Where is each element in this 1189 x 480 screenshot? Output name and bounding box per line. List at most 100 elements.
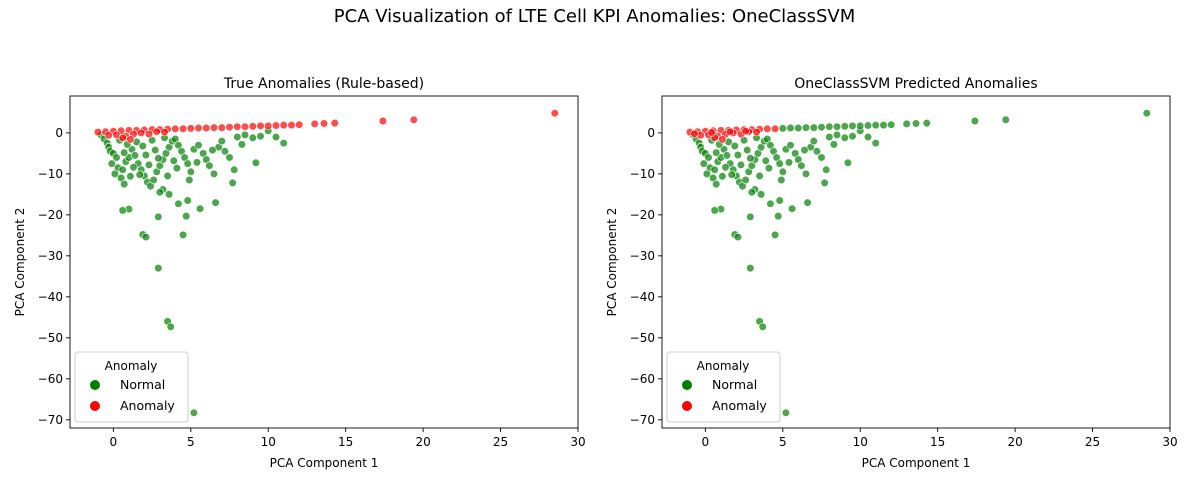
y-tick-label: −40	[38, 290, 63, 304]
data-point-normal	[825, 132, 834, 142]
data-point-normal	[755, 171, 764, 180]
data-point-normal	[770, 230, 780, 239]
legend-marker-normal	[90, 380, 100, 390]
data-point-normal	[155, 188, 164, 197]
data-point-normal	[186, 167, 195, 176]
data-point-normal	[225, 153, 234, 162]
data-point-normal	[154, 264, 163, 273]
data-point-normal	[887, 120, 896, 129]
data-point-normal	[764, 164, 774, 173]
data-point-normal	[130, 151, 140, 160]
data-point-normal	[185, 175, 194, 185]
data-point-normal	[704, 153, 713, 162]
data-point-normal	[747, 188, 756, 197]
data-point-normal	[144, 160, 154, 169]
data-point-normal	[727, 170, 736, 179]
data-point-normal	[778, 124, 787, 133]
y-tick-label: −50	[38, 331, 63, 345]
data-point-normal	[110, 169, 119, 178]
data-point-normal	[825, 122, 834, 131]
data-point-anomaly	[93, 128, 102, 137]
data-point-anomaly	[240, 122, 250, 131]
data-point-anomaly	[741, 127, 750, 136]
x-axis-label: PCA Component 1	[270, 456, 379, 470]
y-axis-label: PCA Component 2	[605, 208, 619, 317]
data-point-anomaly	[319, 119, 329, 128]
data-point-normal	[848, 132, 857, 141]
data-point-normal	[778, 167, 787, 176]
legend-box	[666, 351, 781, 423]
plot-frame	[661, 95, 1171, 429]
data-point-anomaly	[707, 128, 716, 137]
data-point-normal	[107, 159, 116, 168]
data-point-normal	[822, 165, 831, 174]
data-point-normal	[781, 408, 791, 417]
data-point-normal	[797, 161, 806, 170]
data-point-normal	[196, 204, 205, 213]
x-tick-label: 25	[493, 435, 508, 449]
x-tick-label: 0	[110, 435, 118, 449]
data-point-anomaly	[104, 131, 113, 140]
x-tick-label: 5	[187, 435, 195, 449]
data-point-anomaly	[264, 121, 273, 130]
data-point-anomaly	[202, 123, 211, 133]
data-point-normal	[1001, 115, 1010, 124]
data-point-normal	[233, 132, 242, 142]
data-point-normal	[118, 206, 127, 215]
data-point-normal	[230, 165, 239, 174]
data-point-normal	[787, 204, 797, 213]
y-tick-label: −30	[38, 249, 63, 263]
data-point-anomaly	[194, 123, 203, 133]
legend-title: Anomaly	[697, 359, 750, 373]
data-point-normal	[746, 212, 755, 221]
data-point-normal	[710, 165, 719, 174]
y-tick-label: −60	[38, 372, 63, 386]
x-tick-label: 20	[1007, 435, 1022, 449]
data-point-normal	[256, 132, 265, 141]
data-point-normal	[911, 119, 921, 128]
data-point-anomaly	[690, 129, 699, 138]
data-point-normal	[194, 141, 203, 150]
data-point-normal	[702, 169, 712, 178]
legend-label-normal: Normal	[712, 377, 757, 392]
data-point-normal	[217, 137, 226, 146]
data-point-normal	[863, 121, 873, 130]
x-tick-label: 25	[1085, 435, 1100, 449]
legend-marker-normal	[682, 380, 692, 390]
y-tick-label: −50	[630, 331, 655, 345]
data-point-normal	[922, 118, 931, 128]
data-point-normal	[129, 163, 138, 172]
data-point-normal	[271, 132, 281, 142]
data-point-normal	[801, 169, 811, 178]
data-point-anomaly	[137, 128, 146, 137]
data-point-normal	[1142, 109, 1151, 118]
data-point-normal	[809, 123, 818, 132]
data-point-normal	[699, 159, 708, 168]
data-point-normal	[169, 156, 178, 165]
data-point-normal	[761, 156, 770, 165]
legend-marker-anomaly	[90, 401, 100, 411]
data-point-anomaly	[144, 130, 154, 139]
data-point-normal	[817, 123, 826, 132]
data-point-normal	[722, 151, 732, 160]
data-point-normal	[733, 150, 743, 160]
x-tick-label: 5	[779, 435, 787, 449]
data-point-normal	[809, 137, 818, 146]
data-point-normal	[794, 123, 803, 133]
data-point-normal	[172, 164, 181, 173]
data-point-anomaly	[248, 122, 257, 131]
data-point-normal	[832, 122, 842, 131]
data-point-normal	[712, 180, 721, 189]
x-tick-label: 30	[570, 435, 585, 449]
data-point-normal	[784, 158, 794, 167]
y-tick-label: −10	[38, 167, 63, 181]
data-point-anomaly	[217, 123, 226, 132]
data-point-normal	[871, 120, 880, 130]
data-point-normal	[721, 163, 730, 172]
y-tick-label: −60	[630, 372, 655, 386]
data-point-normal	[871, 139, 880, 148]
x-tick-label: 20	[415, 435, 430, 449]
y-tick-label: 0	[55, 126, 63, 140]
data-point-normal	[829, 140, 839, 149]
data-point-normal	[786, 123, 795, 133]
